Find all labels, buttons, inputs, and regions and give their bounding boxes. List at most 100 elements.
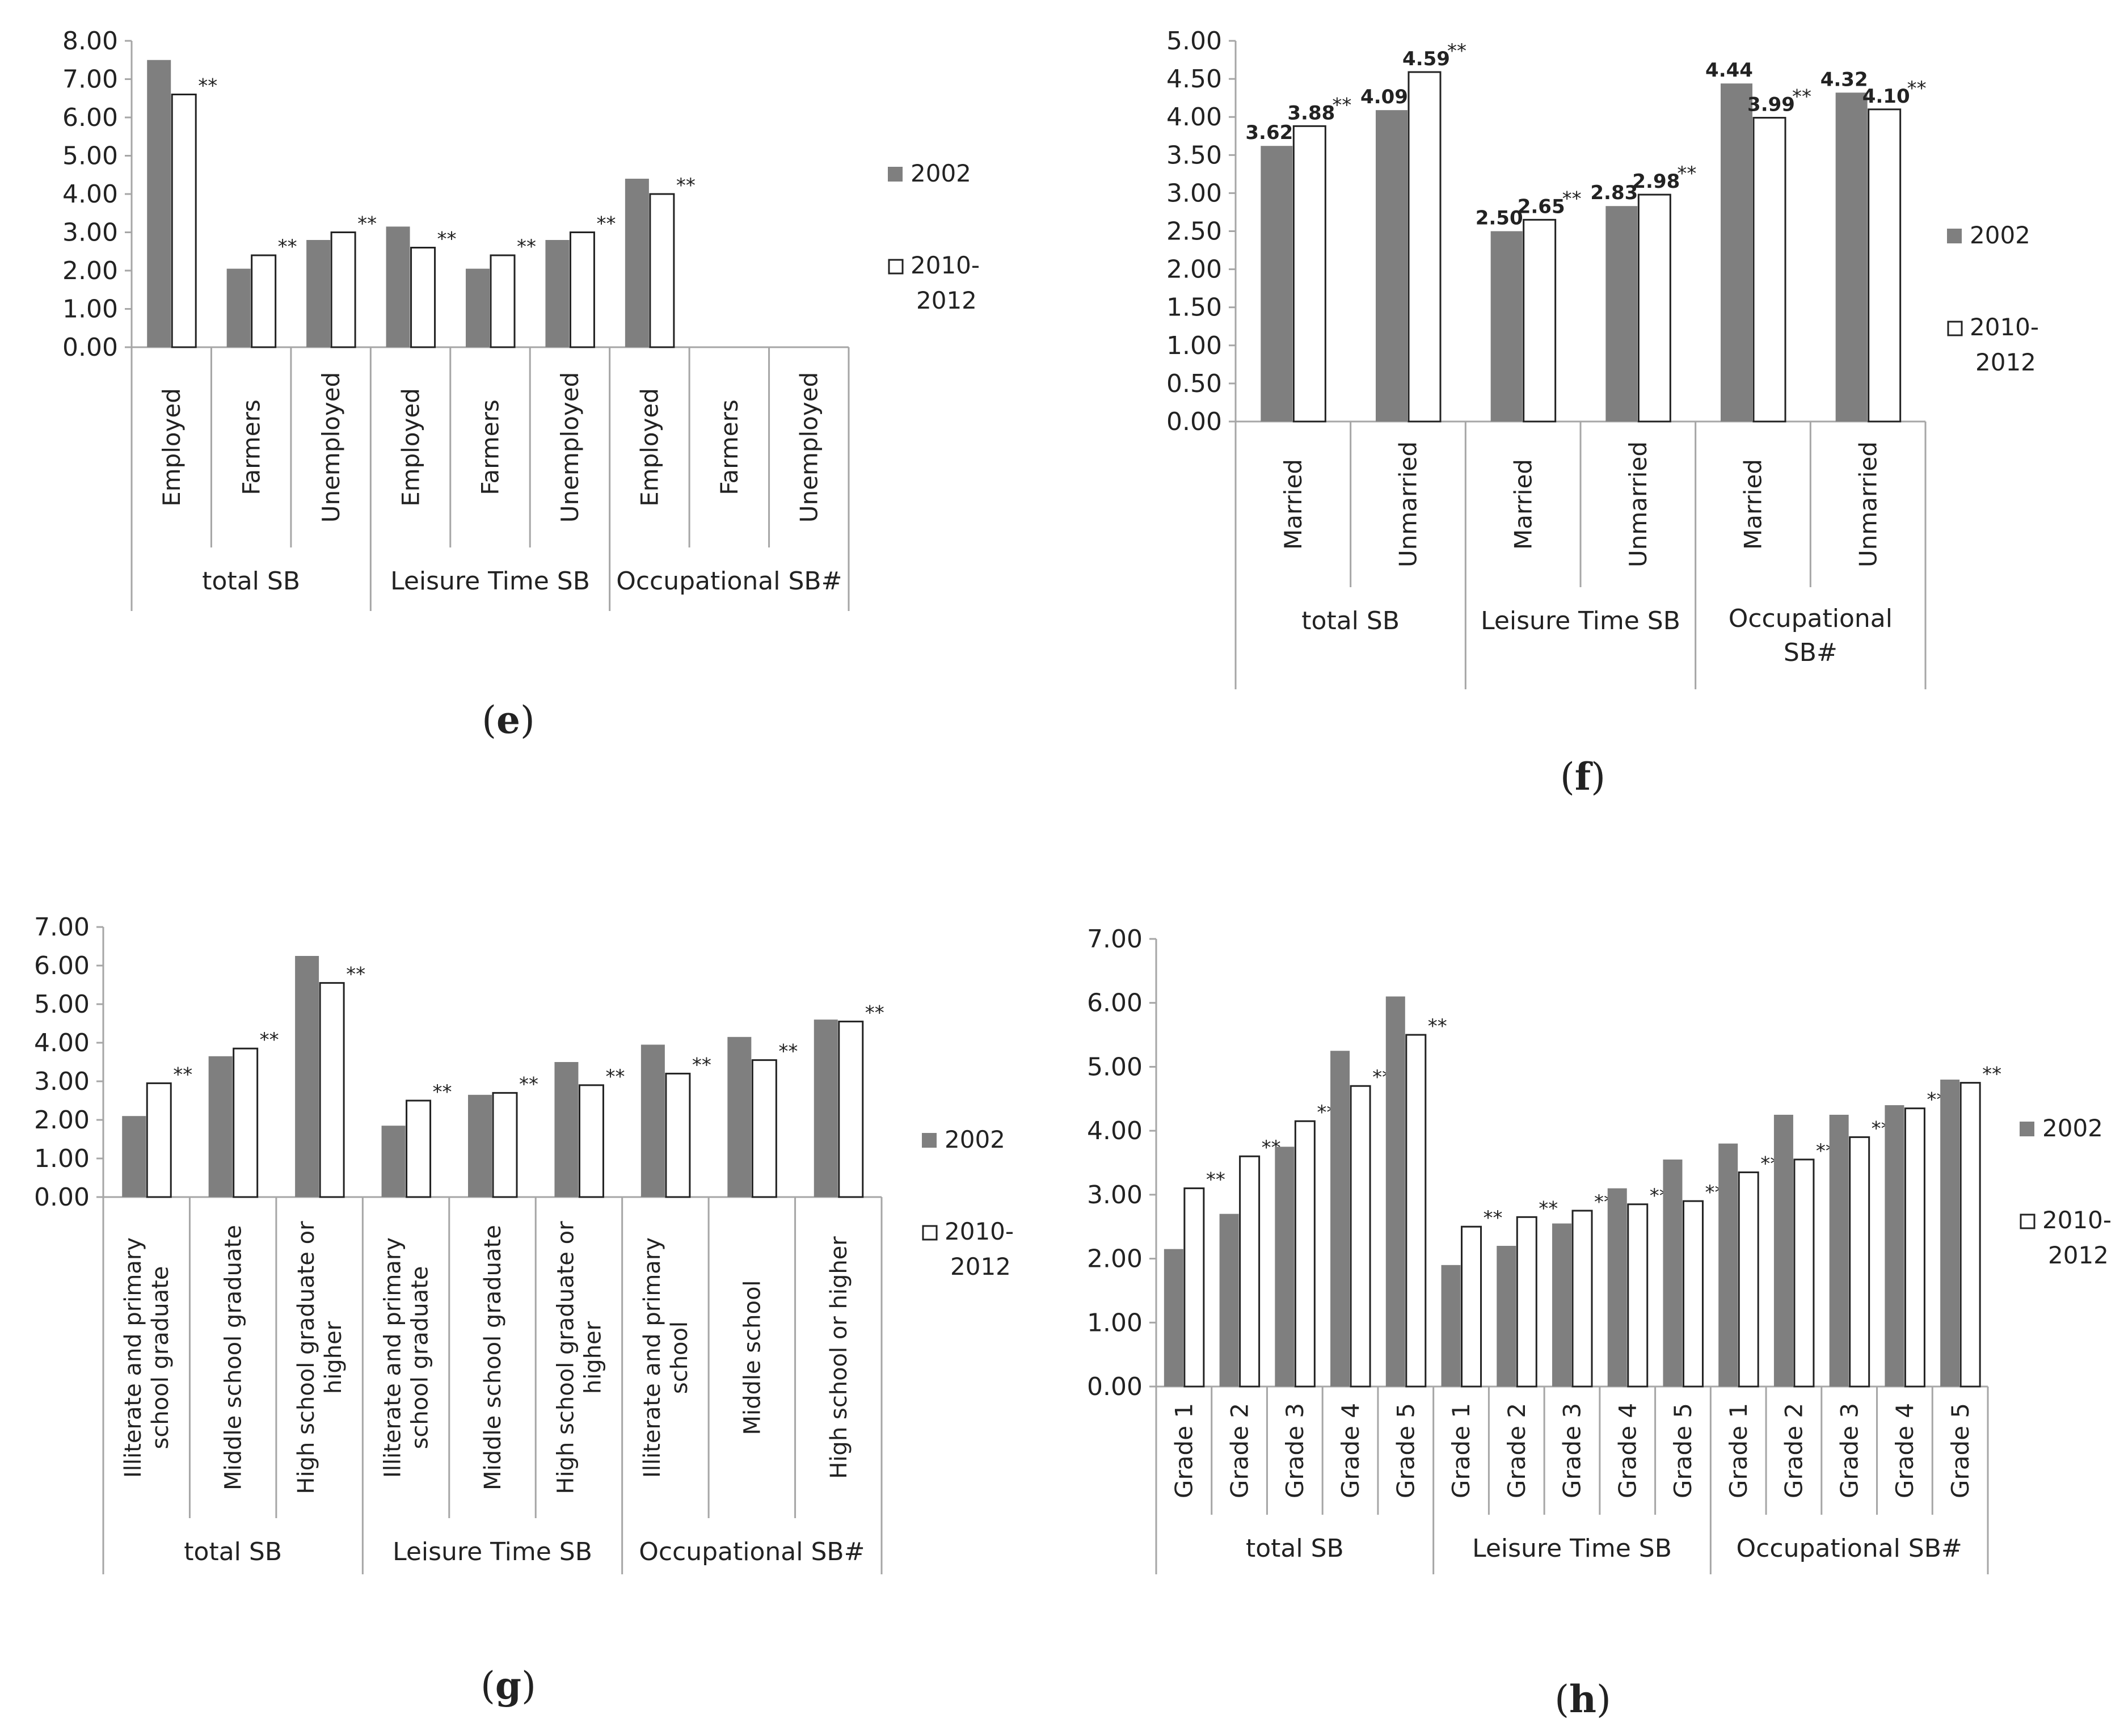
panel-h-category-label: Grade 3 bbox=[1835, 1403, 1863, 1498]
panel-g-significance-mark: ** bbox=[346, 963, 365, 986]
panel-g-category-label: Middle school graduate bbox=[480, 1225, 506, 1490]
panel-h-legend: 2002 2010- 2012 bbox=[2020, 1114, 2112, 1269]
panel-g-bar-2002 bbox=[122, 1116, 146, 1197]
panel-e-category-label: Employed bbox=[158, 388, 186, 507]
panel-g-significance-mark: ** bbox=[173, 1063, 192, 1086]
panel-f-bar-2010-2012 bbox=[1523, 218, 1557, 423]
panel-e-legend-swatch-2002 bbox=[888, 167, 903, 182]
panel-f-significance-mark: ** bbox=[1907, 77, 1927, 100]
panel-e-category-label: Unemployed bbox=[317, 372, 345, 523]
panel-g-bar-2002 bbox=[468, 1094, 492, 1197]
panel-h-category-label: Grade 5 bbox=[1946, 1403, 1974, 1498]
panel-h-significance-mark: ** bbox=[1428, 1015, 1447, 1038]
panel-f-significance-mark: ** bbox=[1447, 40, 1466, 62]
panel-g-category-label: Illiterate and primary bbox=[639, 1237, 665, 1478]
panel-e-category-label: Employed bbox=[397, 388, 424, 507]
panel-e-significance-mark: ** bbox=[357, 213, 377, 235]
panel-f-significance-mark: ** bbox=[1677, 162, 1696, 185]
panel-f-bar-2002 bbox=[1490, 231, 1523, 422]
panel-f: 0.00 0.50 1.00 1.50 2.00 2.50 3.00 3.50 4.00 4.50… bbox=[1166, 27, 2039, 799]
panel-h-category-label: Grade 3 bbox=[1558, 1403, 1586, 1498]
panel-h-bar-2010-2012 bbox=[1959, 1082, 1981, 1388]
panel-e-significance-mark: ** bbox=[198, 75, 217, 98]
panel-e-y-tick-label: 5.00 bbox=[62, 142, 118, 171]
panel-f-legend-swatch-2010-2012 bbox=[1947, 321, 1963, 336]
panel-h-bar-2010-2012 bbox=[1183, 1187, 1205, 1388]
panel-e-legend-label-2002: 2002 bbox=[911, 159, 971, 187]
panel-e-y-tick-label: 6.00 bbox=[62, 103, 118, 132]
panel-g-significance-mark: ** bbox=[692, 1054, 711, 1076]
panel-h-bar-2002 bbox=[1940, 1079, 1960, 1387]
panel-e-legend-swatch-2010-2012 bbox=[888, 259, 904, 275]
panel-f-bar-2010-2012 bbox=[1407, 71, 1442, 423]
panel-h-category-label: Grade 2 bbox=[1225, 1403, 1253, 1498]
panel-f-legend-swatch-2002 bbox=[1947, 229, 1962, 243]
panel-f-data-label-2002: 2.50 bbox=[1476, 207, 1523, 230]
panel-h-category-label: Grade 2 bbox=[1780, 1403, 1808, 1498]
panel-f-category-label: Unmarried bbox=[1854, 441, 1882, 567]
panel-h-bar-2002 bbox=[1552, 1223, 1571, 1387]
panel-e-y-tick-label: 3.00 bbox=[62, 218, 118, 247]
panel-f-significance-mark: ** bbox=[1332, 94, 1351, 116]
panel-e-bar-2010-2012 bbox=[171, 94, 197, 348]
panel-f-group-label: Occupational bbox=[1729, 604, 1893, 633]
panel-g-bar-2010-2012 bbox=[406, 1099, 432, 1198]
panel-f-significance-mark: ** bbox=[1562, 187, 1582, 210]
panel-h-bar-2010-2012 bbox=[1627, 1203, 1649, 1388]
panel-f-data-label-2002: 4.09 bbox=[1360, 86, 1408, 108]
panel-g-y-tick-label: 4.00 bbox=[34, 1029, 90, 1057]
panel-f-y-tick-label: 1.00 bbox=[1166, 331, 1222, 360]
panel-f-panel-label: (f) bbox=[1560, 755, 1605, 799]
panel-g-bar-2010-2012 bbox=[492, 1092, 518, 1198]
panel-e-bar-2002 bbox=[545, 240, 570, 347]
panel-h-significance-mark: ** bbox=[1539, 1197, 1558, 1220]
panel-g-significance-mark: ** bbox=[260, 1029, 279, 1051]
panel-f-group-label: total SB bbox=[1301, 606, 1400, 635]
panel-e-significance-mark: ** bbox=[596, 213, 616, 235]
panel-g: 0.00 1.00 2.00 3.00 4.00 5.00 6.00 7.00 ** ** ** **… bbox=[34, 913, 1014, 1708]
panel-g-category-label: Middle school bbox=[739, 1280, 765, 1435]
panel-h-bar-2010-2012 bbox=[1516, 1216, 1537, 1388]
panel-e-y-tick-label: 1.00 bbox=[62, 295, 118, 324]
panel-f-y-tick-label: 4.00 bbox=[1166, 103, 1222, 132]
panel-g-legend-swatch-2010-2012 bbox=[922, 1225, 938, 1241]
panel-h-legend-label-2012: 2012 bbox=[2048, 1241, 2109, 1269]
panel-f-bar-2002 bbox=[1721, 83, 1752, 422]
panel-e-y-tick-label: 2.00 bbox=[62, 256, 118, 285]
panel-g-significance-mark: ** bbox=[519, 1073, 538, 1095]
panel-g-panel-label: (g) bbox=[481, 1663, 536, 1708]
panel-h-significance-mark: ** bbox=[1484, 1207, 1503, 1229]
panel-h-category-label: Grade 1 bbox=[1170, 1403, 1198, 1498]
panel-e-panel-label: (e) bbox=[482, 698, 535, 742]
panel-f-data-label-2002: 4.44 bbox=[1705, 59, 1753, 82]
panel-g-y-tick-label: 3.00 bbox=[34, 1067, 90, 1096]
panel-h-bar-2010-2012 bbox=[1849, 1136, 1870, 1388]
panel-f-legend-label-2010: 2010- bbox=[1970, 313, 2039, 341]
panel-g-category-label: High school graduate or bbox=[293, 1221, 319, 1494]
panel-h-category-label: Grade 5 bbox=[1669, 1403, 1697, 1498]
panel-f-y-tick-label: 1.50 bbox=[1166, 293, 1222, 322]
panel-h-y-tick-label: 2.00 bbox=[1087, 1245, 1143, 1274]
panel-g-significance-mark: ** bbox=[778, 1040, 798, 1063]
panel-e-group-label: total SB bbox=[202, 567, 300, 596]
panel-f-group-label: Leisure Time SB bbox=[1481, 606, 1680, 635]
panel-h-category-label: Grade 4 bbox=[1891, 1403, 1919, 1498]
panel-e-category-label: Farmers bbox=[237, 399, 265, 495]
panel-h-bar-2010-2012 bbox=[1793, 1158, 1815, 1388]
panel-h-group-label: Occupational SB# bbox=[1737, 1534, 1962, 1563]
panel-f-bar-2002 bbox=[1261, 146, 1293, 422]
panel-h-bar-2002 bbox=[1829, 1114, 1849, 1387]
panel-f-bar-2010-2012 bbox=[1752, 117, 1786, 423]
panel-f-y-tick-label: 3.00 bbox=[1166, 179, 1222, 208]
panel-h-bar-2002 bbox=[1885, 1105, 1904, 1387]
panel-g-category-label: school bbox=[667, 1321, 693, 1394]
panel-h-panel-label: (h) bbox=[1554, 1677, 1611, 1721]
panel-f-group-label: SB# bbox=[1784, 638, 1838, 667]
panel-f-significance-mark: ** bbox=[1792, 86, 1811, 108]
panel-h-category-label: Grade 4 bbox=[1613, 1403, 1641, 1498]
panel-g-y-tick-label: 0.00 bbox=[34, 1183, 90, 1212]
panel-g-group-label: Occupational SB# bbox=[639, 1537, 865, 1566]
panel-g-y-tick-label: 2.00 bbox=[34, 1106, 90, 1135]
panel-e-significance-mark: ** bbox=[278, 235, 297, 258]
panel-g-legend-swatch-2002 bbox=[922, 1133, 937, 1148]
